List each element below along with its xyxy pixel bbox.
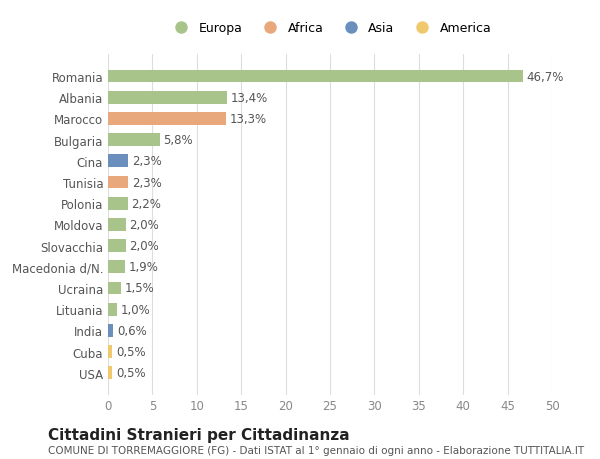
Bar xyxy=(108,240,126,252)
Bar xyxy=(108,261,125,274)
Text: 46,7%: 46,7% xyxy=(526,70,563,84)
Text: 5,8%: 5,8% xyxy=(163,134,193,147)
Text: 0,6%: 0,6% xyxy=(117,324,146,337)
Bar xyxy=(108,346,112,358)
Bar xyxy=(108,282,121,295)
Bar xyxy=(108,325,113,337)
Bar xyxy=(108,155,128,168)
Text: Cittadini Stranieri per Cittadinanza: Cittadini Stranieri per Cittadinanza xyxy=(48,427,350,442)
Text: 1,0%: 1,0% xyxy=(121,303,150,316)
Bar xyxy=(108,134,160,147)
Bar xyxy=(108,176,128,189)
Text: 0,5%: 0,5% xyxy=(116,366,146,380)
Text: 13,3%: 13,3% xyxy=(230,112,267,126)
Text: 1,9%: 1,9% xyxy=(128,261,158,274)
Bar xyxy=(108,197,128,210)
Text: 2,2%: 2,2% xyxy=(131,197,161,210)
Bar xyxy=(108,92,227,104)
Text: 2,3%: 2,3% xyxy=(132,176,162,189)
Bar xyxy=(108,218,126,231)
Bar xyxy=(108,303,117,316)
Text: 0,5%: 0,5% xyxy=(116,345,146,358)
Bar xyxy=(108,113,226,125)
Text: 2,0%: 2,0% xyxy=(130,240,159,252)
Text: 1,5%: 1,5% xyxy=(125,282,155,295)
Text: 2,3%: 2,3% xyxy=(132,155,162,168)
Text: 2,0%: 2,0% xyxy=(130,218,159,231)
Text: 13,4%: 13,4% xyxy=(230,91,268,105)
Bar xyxy=(108,367,112,379)
Legend: Europa, Africa, Asia, America: Europa, Africa, Asia, America xyxy=(164,17,496,40)
Bar xyxy=(108,71,523,83)
Text: COMUNE DI TORREMAGGIORE (FG) - Dati ISTAT al 1° gennaio di ogni anno - Elaborazi: COMUNE DI TORREMAGGIORE (FG) - Dati ISTA… xyxy=(48,445,584,455)
